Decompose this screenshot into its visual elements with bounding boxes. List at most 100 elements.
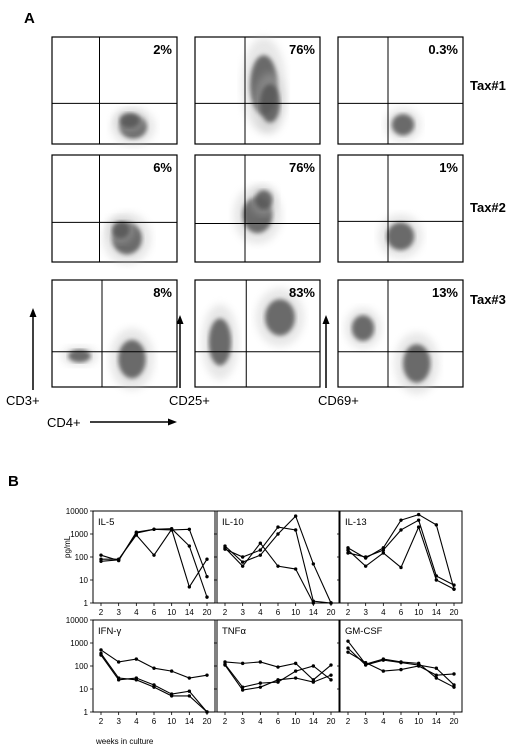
data-point: [399, 660, 403, 665]
percent-r2-c1: 6%: [153, 160, 172, 175]
row-label-tax1: Tax#1: [470, 78, 506, 93]
y-axis-label: pg/mL: [63, 535, 72, 558]
x-tick-label: 10: [414, 717, 423, 726]
x-tick-label: 10: [167, 608, 176, 617]
data-point: [240, 661, 245, 666]
y-tick-label: 10: [79, 685, 88, 694]
flow-cytometry-grid: 2% 76% 0.3% 6% 76% 1% 8% 83% 13%: [51, 36, 464, 395]
data-point: [276, 525, 280, 529]
data-point: [329, 678, 333, 682]
data-point: [363, 555, 368, 559]
percent-r3-c2: 83%: [289, 285, 315, 300]
data-point: [434, 523, 439, 527]
x-tick-label: 20: [450, 717, 459, 726]
row-label-tax3: Tax#3: [470, 292, 506, 307]
facs-plot-r3-c3: 13%: [337, 279, 464, 395]
chart-5: 2 3 4 6 10 14 20 GM-CSF: [337, 619, 463, 726]
y-tick-label: 10000: [66, 507, 89, 516]
x-tick-label: 6: [152, 717, 157, 726]
data-point: [381, 669, 386, 673]
data-point: [169, 692, 174, 696]
data-point: [329, 673, 333, 677]
chart-title: IL-13: [345, 517, 367, 528]
chart-3: 1 10 100 1000 10000 2 3 4 6 10 14 20 IFN-γ: [66, 616, 216, 726]
data-point: [152, 553, 156, 557]
data-point: [293, 676, 298, 680]
x-tick-label: 2: [99, 608, 104, 617]
percent-r3-c1: 8%: [153, 285, 172, 300]
y-tick-label: 1000: [70, 530, 88, 539]
data-point: [205, 595, 209, 599]
x-tick-label: 14: [432, 608, 441, 617]
axis-label-cd4: CD4+: [47, 415, 81, 430]
data-point: [346, 551, 350, 555]
data-point: [187, 544, 192, 548]
data-point: [399, 565, 403, 570]
data-point: [134, 676, 139, 680]
data-point: [152, 683, 156, 687]
x-tick-label: 6: [399, 717, 404, 726]
data-point: [434, 666, 439, 670]
axis-arrow-cd4: [90, 418, 177, 426]
data-point: [240, 564, 245, 568]
data-point: [99, 653, 103, 657]
y-tick-label: 10000: [66, 616, 89, 625]
data-point: [169, 669, 174, 673]
data-point: [276, 532, 280, 536]
y-tick-label: 100: [75, 553, 89, 562]
row-label-tax2: Tax#2: [470, 200, 506, 215]
chart-frame: [339, 619, 463, 713]
data-point: [205, 574, 209, 579]
data-point: [258, 553, 263, 557]
facs-plot-r2-c1: 6%: [51, 154, 178, 265]
data-point: [258, 548, 263, 552]
data-point: [187, 694, 192, 698]
data-point: [152, 527, 156, 532]
data-point: [240, 560, 245, 564]
x-tick-label: 20: [327, 717, 336, 726]
x-tick-label: 10: [291, 608, 300, 617]
facs-plot-r1-c2: 76%: [194, 36, 321, 145]
x-tick-label: 3: [116, 608, 121, 617]
x-tick-label: 2: [346, 608, 351, 617]
data-point: [169, 528, 174, 532]
data-point: [399, 528, 403, 532]
facs-plot-r3-c1: 8%: [51, 279, 178, 390]
data-point: [416, 525, 421, 529]
data-point: [346, 646, 350, 650]
data-point: [152, 666, 156, 670]
chart-title: TNFα: [222, 626, 246, 637]
axis-label-cd3: CD3+: [6, 393, 40, 408]
x-tick-label: 20: [203, 608, 212, 617]
data-point: [452, 672, 456, 676]
y-tick-label: 1: [84, 599, 89, 608]
data-point: [329, 663, 333, 667]
chart-0: 1 10 100 1000 10000 2 3 4 6 10 14 20 IL-5: [66, 507, 216, 617]
data-point: [346, 639, 350, 643]
data-point: [363, 663, 368, 667]
percent-r1-c1: 2%: [153, 42, 172, 57]
data-point: [452, 587, 456, 591]
data-point: [187, 676, 192, 680]
x-tick-label: 14: [185, 608, 194, 617]
percent-r3-c3: 13%: [432, 285, 458, 300]
data-point: [276, 665, 280, 669]
facs-plot-r3-c2: 83%: [194, 279, 321, 388]
x-tick-label: 3: [363, 608, 368, 617]
data-point: [311, 562, 316, 566]
x-tick-label: 14: [432, 717, 441, 726]
x-tick-label: 4: [258, 608, 263, 617]
x-tick-label: 4: [134, 717, 139, 726]
y-tick-label: 1: [84, 708, 89, 717]
chart-title: IFN-γ: [98, 626, 121, 637]
data-point: [434, 578, 439, 582]
x-tick-label: 14: [185, 717, 194, 726]
x-axis-label: weeks in culture: [95, 737, 154, 746]
data-point: [311, 599, 316, 603]
data-point: [99, 648, 103, 652]
facs-plot-r2-c3: 1%: [337, 154, 464, 263]
data-point: [187, 527, 192, 532]
facs-plot-r1-c1: 2%: [51, 36, 178, 146]
data-point: [452, 683, 456, 687]
x-tick-label: 3: [116, 717, 121, 726]
